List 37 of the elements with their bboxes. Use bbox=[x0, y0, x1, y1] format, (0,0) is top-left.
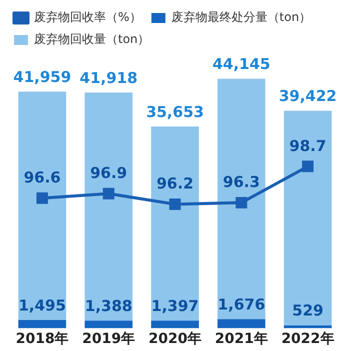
data-label: 1,495 bbox=[18, 296, 66, 314]
point bbox=[36, 192, 48, 204]
data-label: 96.9 bbox=[90, 164, 128, 182]
point bbox=[169, 198, 181, 210]
bar bbox=[284, 110, 332, 326]
legend-label: 废弃物最终处分量（ton） bbox=[171, 10, 312, 24]
data-label: 41,918 bbox=[80, 68, 138, 87]
bar bbox=[217, 78, 266, 320]
bar bbox=[151, 320, 199, 328]
data-label: 44,145 bbox=[212, 55, 270, 74]
bar bbox=[18, 320, 66, 328]
data-label: 39,422 bbox=[278, 87, 337, 106]
bar bbox=[217, 319, 266, 328]
data-label: 1,388 bbox=[84, 297, 132, 316]
point bbox=[236, 196, 248, 208]
legend-label: 废弃物回收量（ton） bbox=[34, 32, 150, 46]
x-tick-label: 2022年 bbox=[281, 331, 334, 348]
x-tick-label: 2018年 bbox=[16, 331, 69, 348]
x-tick-label: 2020年 bbox=[148, 331, 202, 348]
bar bbox=[84, 320, 133, 328]
data-label: 35,653 bbox=[146, 102, 204, 121]
data-label: 1,397 bbox=[151, 296, 199, 315]
bar bbox=[18, 92, 66, 320]
bar bbox=[151, 126, 199, 321]
data-label: 96.3 bbox=[222, 173, 260, 192]
data-label: 41,959 bbox=[13, 68, 72, 86]
legend-label: 废弃物回收率（%） bbox=[34, 10, 142, 24]
bar bbox=[84, 92, 133, 321]
x-tick-label: 2021年 bbox=[214, 331, 268, 348]
data-label: 529 bbox=[292, 302, 324, 320]
data-label: 98.7 bbox=[289, 136, 326, 155]
data-label: 1,676 bbox=[218, 295, 266, 314]
point bbox=[102, 188, 114, 200]
data-label: 96.2 bbox=[156, 174, 194, 193]
data-label: 96.6 bbox=[24, 168, 61, 187]
x-tick-label: 2019年 bbox=[82, 331, 136, 348]
point bbox=[302, 160, 314, 172]
